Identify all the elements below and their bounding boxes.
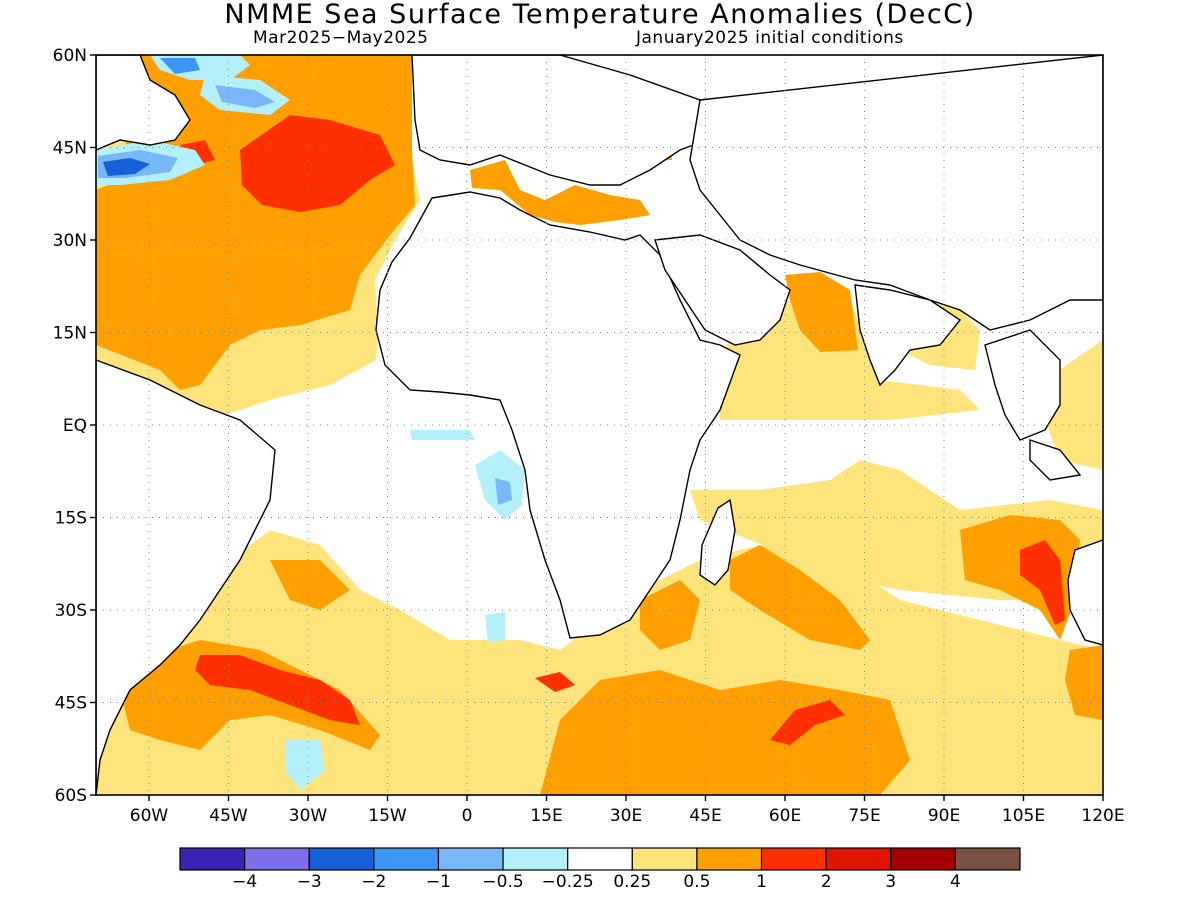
- colorbar-label: 4: [949, 872, 961, 892]
- lat-tick-label: 15S: [55, 509, 87, 529]
- colorbar-label: 0.5: [683, 872, 711, 892]
- lon-tick-label: 105E: [1002, 806, 1045, 826]
- north-america-outline: [96, 55, 191, 151]
- s-atlantic-cool-2: [485, 612, 505, 642]
- colorbar-swatch: [567, 847, 633, 871]
- colorbar-swatch: [825, 847, 892, 871]
- indochina-outline: [984, 329, 1061, 441]
- colorbar-label: 0.25: [613, 872, 652, 892]
- colorbar-label: −0.5: [482, 872, 524, 892]
- colorbar-swatch: [244, 847, 310, 871]
- labrador-cool-2-deep: [215, 85, 275, 108]
- colorbar-swatch: [373, 847, 440, 871]
- madagascar-outline: [699, 498, 736, 586]
- colorbar-label: −2: [361, 872, 387, 892]
- colorbar-swatch: [760, 847, 827, 871]
- australia-outline: [1067, 539, 1103, 646]
- lon-tick-label: 0: [462, 806, 473, 826]
- s-atlantic-hot: [195, 655, 360, 725]
- lon-tick-label: 45E: [689, 806, 721, 826]
- equatorial-cool: [410, 430, 475, 440]
- mozambique-east-warm: [730, 545, 870, 650]
- labrador-cool-deep: [160, 58, 200, 74]
- w-australia-hot: [1020, 540, 1065, 625]
- colorbar-label: −1: [425, 872, 451, 892]
- lat-tick-label: 30N: [53, 231, 87, 251]
- lon-tick-label: 30E: [610, 806, 642, 826]
- gulf-of-guinea-cool-deep: [495, 478, 512, 505]
- s-indian-warm: [540, 670, 910, 795]
- s-atlantic-warm: [120, 640, 380, 750]
- colorbar-swatch: [308, 847, 375, 871]
- s-atlantic-warm-2: [270, 560, 350, 610]
- lon-tick-label: 15W: [368, 806, 407, 826]
- colorbar-swatch: [954, 847, 1021, 871]
- s-atlantic-cool: [285, 740, 325, 790]
- colorbar-swatch: [502, 847, 569, 871]
- colorbar-swatch: [437, 847, 504, 871]
- s-atlantic-hot-2: [535, 672, 575, 692]
- graticule: [96, 55, 1103, 795]
- lon-tick-label: 90E: [928, 806, 960, 826]
- s-indian-warm-3: [640, 580, 700, 650]
- arabian-sea-warm-light: [720, 300, 980, 420]
- sumatra-outline: [1029, 439, 1082, 481]
- colorbar: [179, 847, 1021, 871]
- map-title: NMME Sea Surface Temperature Anomalies (…: [224, 0, 976, 30]
- se-indian-warm: [1065, 645, 1103, 720]
- mediterranean-warm: [470, 160, 650, 225]
- lon-tick-label: 60E: [769, 806, 801, 826]
- south-america-outline: [96, 359, 276, 795]
- latitude-axis: 60N 45N 30N 15N EQ 15S 30S 45S 60S: [53, 46, 96, 806]
- colorbar-swatch: [631, 847, 698, 871]
- n-atlantic-hot: [240, 115, 395, 212]
- lon-tick-label: 15E: [530, 806, 562, 826]
- forecast-period: Mar2025−May2025: [253, 28, 429, 48]
- nw-atlantic-cold: [103, 158, 150, 176]
- colorbar-swatch: [179, 847, 246, 871]
- colorbar-swatch: [696, 847, 763, 871]
- colorbar-label: 1: [756, 872, 767, 892]
- lat-tick-label: 45S: [55, 694, 87, 714]
- europe-outline: [411, 55, 722, 186]
- lon-tick-label: 120E: [1081, 806, 1124, 826]
- colorbar-label: −4: [232, 872, 258, 892]
- n-atlantic-hot-small: [180, 140, 215, 165]
- lon-tick-label: 60W: [130, 806, 169, 826]
- colorbar-swatch: [890, 847, 956, 871]
- africa-outline: [375, 191, 741, 639]
- india-outline: [854, 284, 962, 387]
- lat-tick-label: EQ: [63, 416, 87, 436]
- colorbar-label: −0.25: [541, 872, 594, 892]
- lat-tick-label: 60S: [55, 786, 87, 806]
- lon-tick-label: 30W: [289, 806, 328, 826]
- lat-tick-label: 30S: [55, 601, 87, 621]
- longitude-axis: 60W 45W 30W 15W 0 15E 30E 45E 60E 75E 90E 105E 120E: [130, 795, 1125, 826]
- s-indian-hot: [770, 700, 845, 745]
- arabia-outline: [654, 234, 791, 346]
- colorbar-label: −3: [296, 872, 322, 892]
- colorbar-label: 2: [820, 872, 832, 892]
- lon-tick-label: 75E: [848, 806, 880, 826]
- lat-tick-label: 15N: [53, 324, 87, 344]
- lon-tick-label: 45W: [209, 806, 248, 826]
- asia-outline: [689, 55, 1103, 331]
- lat-tick-label: 45N: [53, 139, 87, 159]
- lat-tick-label: 60N: [53, 46, 87, 66]
- colorbar-label: 3: [885, 872, 897, 892]
- coastlines: [96, 55, 1103, 795]
- initial-conditions: January2025 initial conditions: [636, 28, 904, 48]
